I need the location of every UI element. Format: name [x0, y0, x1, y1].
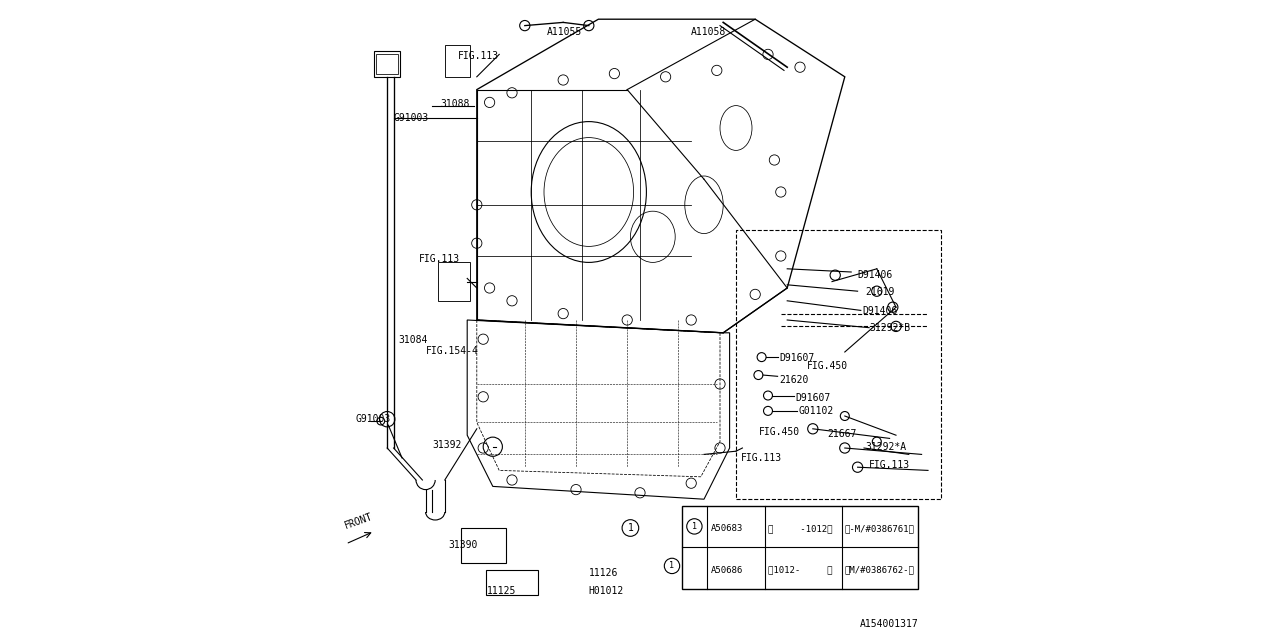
Text: 21620: 21620	[780, 374, 809, 385]
Text: FIG.154-4: FIG.154-4	[425, 346, 479, 356]
Bar	[486, 570, 538, 595]
Text: 21619: 21619	[865, 287, 895, 298]
Text: 1: 1	[669, 561, 675, 570]
Text: D91607: D91607	[795, 393, 831, 403]
Text: G91003: G91003	[394, 113, 429, 124]
Text: 31084: 31084	[399, 335, 428, 346]
Text: 31390: 31390	[448, 540, 477, 550]
Text: FRONT: FRONT	[343, 512, 374, 531]
Text: A11058: A11058	[691, 27, 727, 37]
Text: G01102: G01102	[799, 406, 833, 416]
Bar	[438, 262, 471, 301]
Text: A154001317: A154001317	[860, 619, 919, 629]
Text: 11126: 11126	[589, 568, 618, 578]
Text: D91406: D91406	[858, 270, 893, 280]
Text: 31292*A: 31292*A	[865, 442, 906, 452]
Bar	[461, 528, 506, 563]
Text: A50683: A50683	[710, 524, 742, 533]
Text: 〈     -1012〉: 〈 -1012〉	[768, 524, 832, 533]
Text: 21667: 21667	[828, 429, 856, 439]
Text: FIG.113: FIG.113	[740, 452, 782, 463]
Text: 31088: 31088	[440, 99, 470, 109]
Bar	[736, 230, 941, 499]
Bar	[445, 45, 471, 77]
Text: A11055: A11055	[548, 27, 582, 37]
Text: G91003: G91003	[356, 414, 390, 424]
Text: 31392: 31392	[433, 440, 461, 450]
Bar	[374, 51, 399, 77]
Text: H01012: H01012	[589, 586, 625, 596]
Bar	[376, 54, 398, 74]
Text: 〈1012-     〉: 〈1012- 〉	[768, 566, 832, 575]
Text: 1: 1	[692, 522, 696, 531]
Bar	[681, 506, 918, 589]
Text: FIG.450: FIG.450	[759, 427, 800, 437]
Text: 〈M/#0386762-〉: 〈M/#0386762-〉	[845, 566, 915, 575]
Text: D91406: D91406	[863, 306, 897, 316]
Text: 31292*B: 31292*B	[869, 323, 910, 333]
Text: A50686: A50686	[710, 566, 742, 575]
Text: FIG.113: FIG.113	[869, 460, 910, 470]
Text: FIG.113: FIG.113	[420, 254, 461, 264]
Text: D91607: D91607	[780, 353, 815, 364]
Text: 〈-M/#0386761〉: 〈-M/#0386761〉	[845, 524, 915, 533]
Text: FIG.113: FIG.113	[458, 51, 499, 61]
Text: FIG.450: FIG.450	[806, 361, 847, 371]
Text: 1: 1	[627, 523, 634, 533]
Text: 11125: 11125	[486, 586, 516, 596]
